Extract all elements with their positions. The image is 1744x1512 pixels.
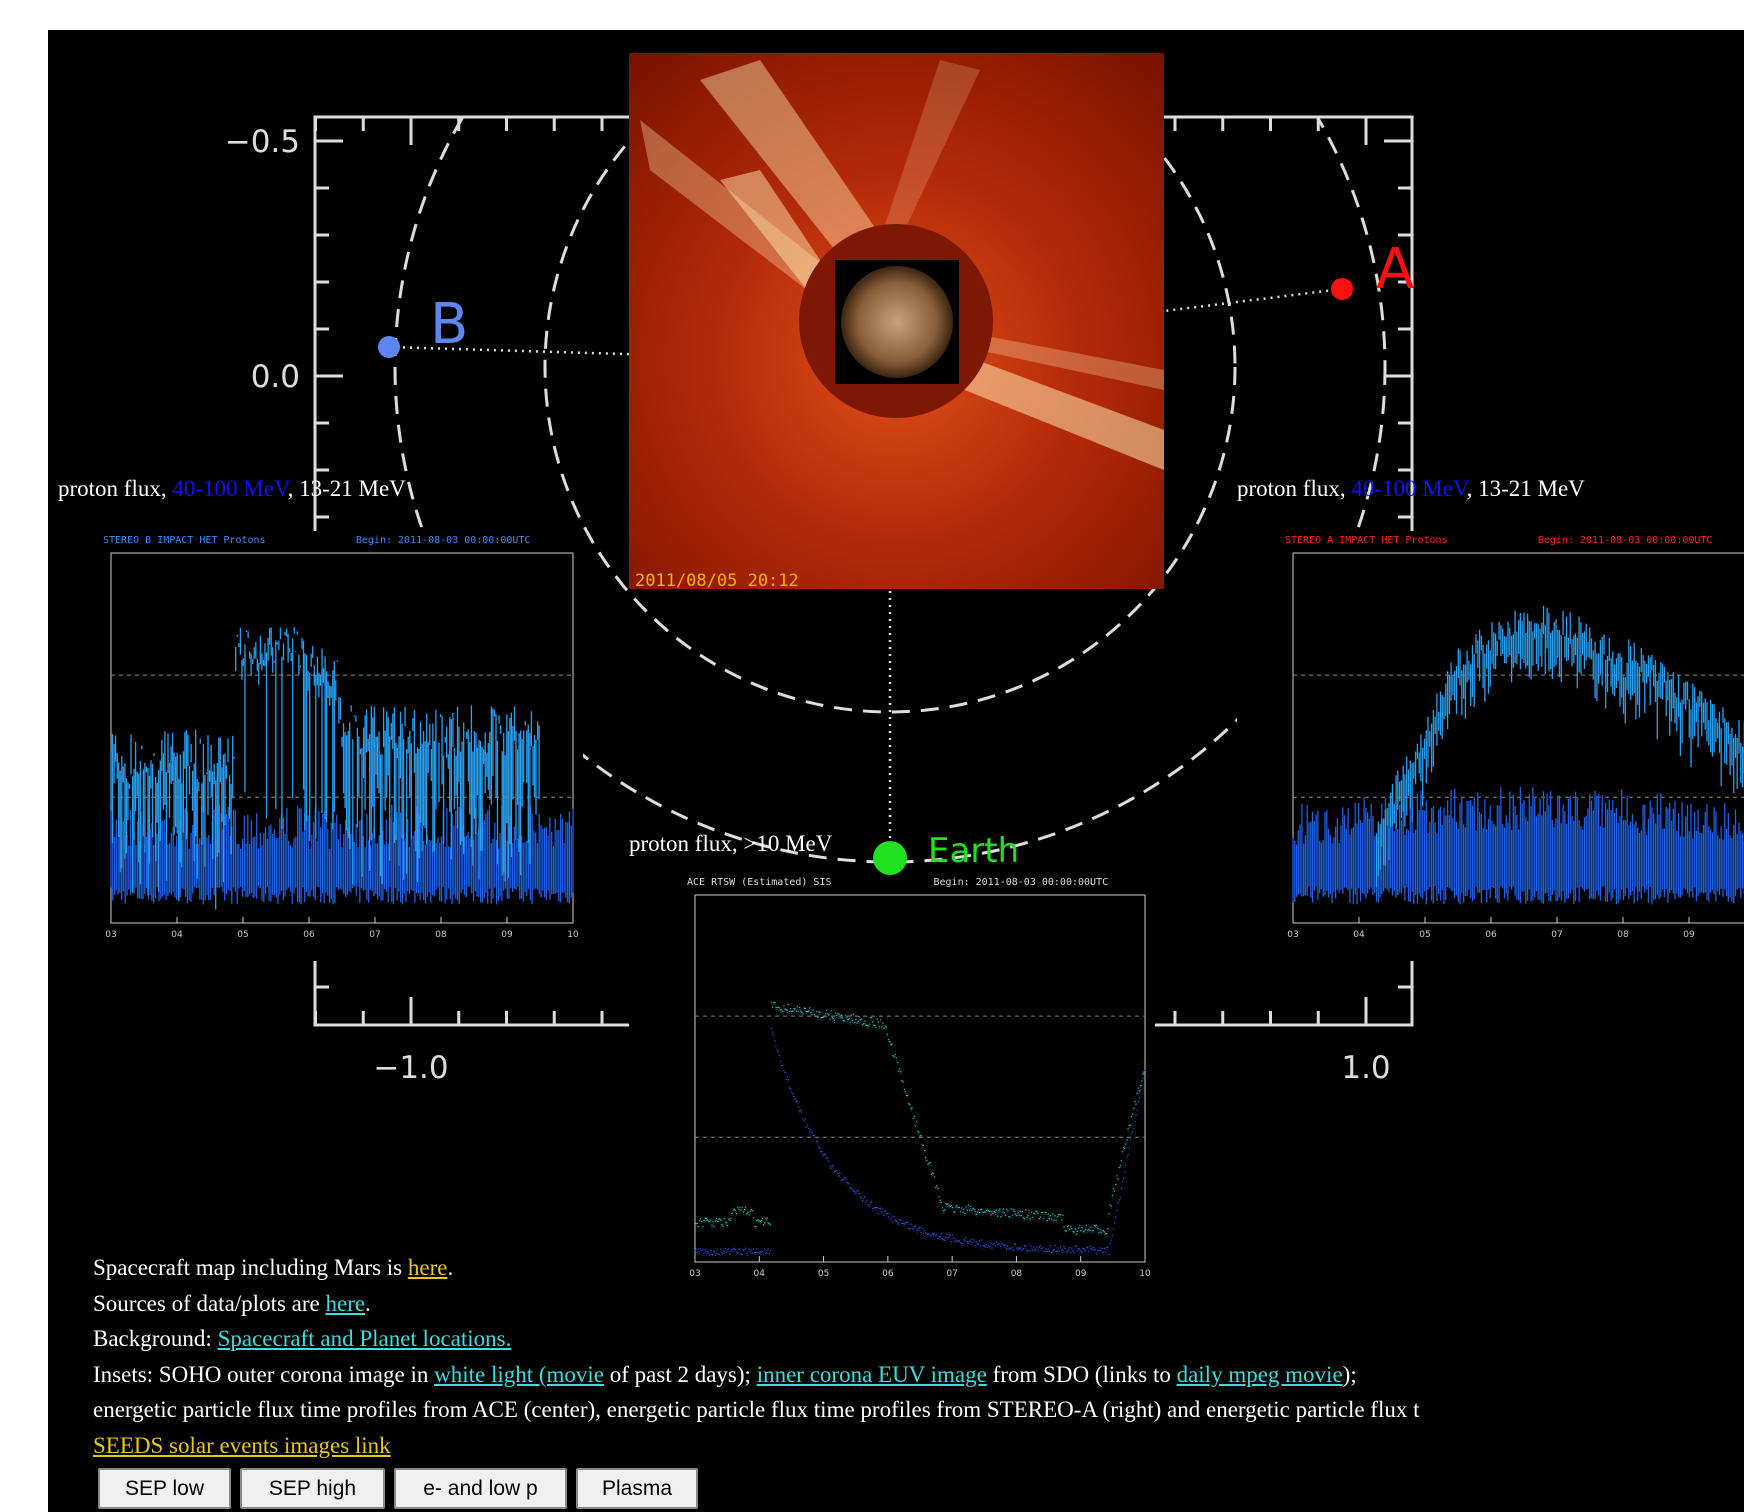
inset-header: ACE RTSW (Estimated) SIS bbox=[687, 877, 832, 888]
spacecraft-label: B bbox=[430, 292, 468, 357]
x-tick-label: 05 bbox=[237, 930, 248, 940]
inset-header: Begin: 2011-08-03 00:00:00UTC bbox=[934, 877, 1109, 888]
inset-header: STEREO A IMPACT HET Protons bbox=[1285, 535, 1448, 546]
y-tick-label: 0.0 bbox=[251, 359, 300, 395]
link[interactable]: here bbox=[408, 1255, 448, 1280]
flux-inset: STEREO B IMPACT HET Protons Begin: 2011-0… bbox=[58, 531, 583, 961]
x-tick-label: 07 bbox=[1551, 930, 1562, 940]
caption-highlight: 40-100 MeV bbox=[172, 476, 287, 501]
x-tick-label: 04 bbox=[1353, 930, 1365, 940]
link[interactable]: white light (movie bbox=[434, 1362, 604, 1387]
caption-text: proton flux, bbox=[1237, 476, 1351, 501]
x-tick-label: 09 bbox=[1683, 930, 1695, 940]
inset-caption: proton flux, >10 MeV bbox=[629, 831, 832, 857]
x-tick-label: 06 bbox=[303, 930, 315, 940]
footer: Spacecraft map including Mars is here. S… bbox=[93, 1250, 1420, 1463]
x-tick-label: 10 bbox=[567, 930, 579, 940]
flux-inset: ACE RTSW (Estimated) SIS Begin: 2011-08-0… bbox=[629, 873, 1155, 1300]
footer-line: energetic particle flux time profiles fr… bbox=[93, 1392, 1420, 1428]
text: Background: bbox=[93, 1326, 218, 1351]
caption-text: , 13-21 MeV bbox=[1467, 476, 1585, 501]
button[interactable]: e- and low p bbox=[394, 1468, 567, 1509]
x-tick-label: 08 bbox=[1617, 930, 1629, 940]
link[interactable]: here bbox=[325, 1291, 365, 1316]
text: Insets: SOHO outer corona image in bbox=[93, 1362, 434, 1387]
x-tick-label: 03 bbox=[105, 930, 116, 940]
text: ); bbox=[1343, 1362, 1357, 1387]
caption-highlight: 40-100 MeV bbox=[1351, 476, 1466, 501]
spacecraft-label: Earth bbox=[928, 831, 1019, 871]
timestamp: 2011/08/05 20:12 bbox=[635, 571, 799, 591]
caption-text: proton flux, >10 MeV bbox=[629, 831, 832, 856]
footer-line: SEEDS solar events images link bbox=[93, 1428, 1420, 1464]
link[interactable]: Spacecraft and Planet locations. bbox=[218, 1326, 512, 1351]
footer-line: Spacecraft map including Mars is here. bbox=[93, 1250, 1420, 1286]
x-tick-label: 04 bbox=[171, 930, 183, 940]
spacecraft-label: A bbox=[1376, 237, 1414, 302]
x-tick-label: 06 bbox=[1485, 930, 1497, 940]
footer-line: Insets: SOHO outer corona image in white… bbox=[93, 1357, 1420, 1393]
footer-line: Background: Spacecraft and Planet locati… bbox=[93, 1321, 1420, 1357]
page: −0.5 0.0 −1.0 1.0 B A 2011/08/05 20:12 STEREO B… bbox=[0, 0, 1744, 1512]
stereo-a-marker bbox=[1331, 278, 1353, 300]
button[interactable]: SEP high bbox=[240, 1468, 385, 1509]
stereo-b-marker bbox=[378, 336, 400, 358]
text: Spacecraft map including Mars is bbox=[93, 1255, 408, 1280]
link[interactable]: daily mpeg movie bbox=[1177, 1362, 1343, 1387]
text: from SDO (links to bbox=[987, 1362, 1177, 1387]
button[interactable]: Plasma bbox=[576, 1468, 698, 1509]
text: energetic particle flux time profiles fr… bbox=[93, 1397, 1420, 1422]
x-tick-label: 1.0 bbox=[1341, 1050, 1390, 1086]
x-tick-label: −1.0 bbox=[373, 1050, 448, 1086]
x-tick-label: 05 bbox=[1419, 930, 1430, 940]
x-tick-label: 07 bbox=[369, 930, 380, 940]
inset-caption: proton flux, 40-100 MeV, 13-21 MeV bbox=[1237, 476, 1585, 502]
flux-inset: STEREO A IMPACT HET Protons Begin: 2011-0… bbox=[1237, 531, 1744, 961]
caption-text: proton flux, bbox=[58, 476, 172, 501]
caption-text: , 13-21 MeV bbox=[288, 476, 406, 501]
footer-line: Sources of data/plots are here. bbox=[93, 1286, 1420, 1322]
euv-sun bbox=[841, 266, 953, 378]
inset-header: Begin: 2011-08-03 00:00:00UTC bbox=[356, 535, 531, 546]
button[interactable]: SEP low bbox=[98, 1468, 231, 1509]
link[interactable]: SEEDS solar events images link bbox=[93, 1433, 391, 1458]
inset-header: Begin: 2011-08-03 00:00:00UTC bbox=[1538, 535, 1713, 546]
x-tick-label: 08 bbox=[435, 930, 447, 940]
text: of past 2 days); bbox=[604, 1362, 757, 1387]
x-tick-label: 09 bbox=[501, 930, 513, 940]
y-tick-label: −0.5 bbox=[225, 124, 300, 160]
text: . bbox=[447, 1255, 453, 1280]
inset-bg bbox=[629, 873, 1155, 1300]
x-tick-label: 03 bbox=[1287, 930, 1298, 940]
text: Sources of data/plots are bbox=[93, 1291, 325, 1316]
earth-marker bbox=[873, 841, 907, 875]
text: . bbox=[365, 1291, 371, 1316]
link[interactable]: inner corona EUV image bbox=[757, 1362, 987, 1387]
inset-header: STEREO B IMPACT HET Protons bbox=[103, 535, 266, 546]
corona-image: 2011/08/05 20:12 bbox=[629, 53, 1164, 591]
inset-caption: proton flux, 40-100 MeV, 13-21 MeV bbox=[58, 476, 406, 502]
